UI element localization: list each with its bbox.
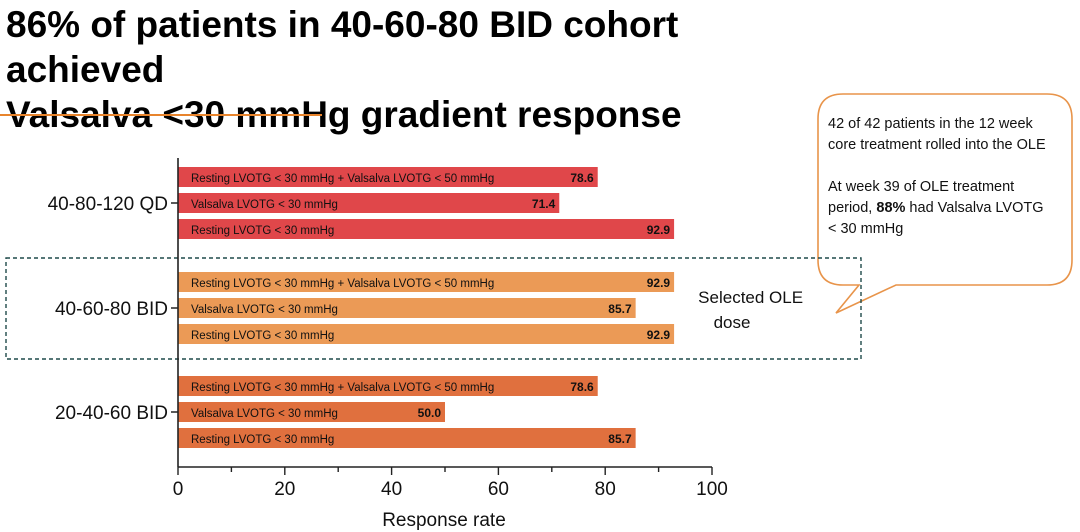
x-axis-title: Response rate <box>382 510 506 531</box>
title-underline <box>0 114 322 116</box>
bar-label: Resting LVOTG < 30 mmHg <box>191 330 334 342</box>
bar-value-label: 50.0 <box>418 406 442 420</box>
axes: 40-80-120 QD 40-60-80 BID 20-40-60 BID 0 20 4… <box>48 158 728 500</box>
bars-layer: Resting LVOTG < 30 mmHg + Valsalva LVOTG… <box>178 167 675 448</box>
bar <box>178 219 675 239</box>
bar-value-label: 78.6 <box>570 171 594 185</box>
bar-value-label: 85.7 <box>608 432 632 446</box>
bar <box>178 402 445 422</box>
selected-dose-label-line-1: Selected OLE <box>698 288 803 307</box>
cohort-label: 20-40-60 BID <box>55 403 168 424</box>
x-tick-label: 0 <box>173 479 184 500</box>
bar-label: Resting LVOTG < 30 mmHg + Valsalva LVOTG… <box>191 278 494 290</box>
bar-value-label: 85.7 <box>608 302 632 316</box>
callout-highlight-percent: 88% <box>876 200 906 216</box>
x-tick-label: 20 <box>274 479 295 500</box>
selected-dose-label: Selected OLE dose <box>698 288 808 332</box>
callout-text: 42 of 42 patients in the 12 week core tr… <box>828 114 1050 240</box>
selected-dose-box <box>5 257 862 360</box>
bar <box>178 428 636 448</box>
bar-value-label: 78.6 <box>570 380 594 394</box>
bar-label: Resting LVOTG < 30 mmHg <box>191 434 334 446</box>
cohort-label: 40-80-120 QD <box>48 194 168 215</box>
bar-value-label: 92.9 <box>647 223 671 237</box>
x-tick-label: 60 <box>488 479 509 500</box>
bar-label: Resting LVOTG < 30 mmHg + Valsalva LVOTG… <box>191 173 494 185</box>
selected-dose-label-line-2: dose <box>714 313 751 332</box>
bar-label: Resting LVOTG < 30 mmHg <box>191 225 334 237</box>
bar <box>178 324 675 344</box>
bar-value-label: 92.9 <box>647 276 671 290</box>
bar-label: Valsalva LVOTG < 30 mmHg <box>191 199 338 211</box>
cohort-group: Resting LVOTG < 30 mmHg + Valsalva LVOTG… <box>178 376 636 448</box>
callout-bubble <box>817 93 1073 314</box>
bar-label: Resting LVOTG < 30 mmHg + Valsalva LVOTG… <box>191 382 494 394</box>
callout-paragraph-1: 42 of 42 patients in the 12 week core tr… <box>828 116 1046 153</box>
bar <box>178 167 598 187</box>
bar-value-label: 71.4 <box>532 197 556 211</box>
bar <box>178 193 560 213</box>
bar-label: Valsalva LVOTG < 30 mmHg <box>191 304 338 316</box>
callout-text-after: had Valsalva LVOTG < 30 mmHg <box>828 200 1044 237</box>
cohort-group: Resting LVOTG < 30 mmHg + Valsalva LVOTG… <box>178 272 675 344</box>
cohort-group: Resting LVOTG < 30 mmHg + Valsalva LVOTG… <box>178 167 675 239</box>
bar-value-label: 92.9 <box>647 328 671 342</box>
bar <box>178 376 598 396</box>
bar <box>178 298 636 318</box>
cohort-label: 40-60-80 BID <box>55 299 168 320</box>
bar-label: Valsalva LVOTG < 30 mmHg <box>191 408 338 420</box>
x-tick-label: 100 <box>696 479 728 500</box>
callout-text-before: At week 39 of OLE treatment period, <box>828 179 1015 216</box>
x-tick-label: 80 <box>595 479 616 500</box>
title-line-1: 86% of patients in 40-60-80 BID cohort a… <box>6 4 679 90</box>
bar <box>178 272 675 292</box>
callout-paragraph-2: At week 39 of OLE treatment period, 88% … <box>828 177 1050 240</box>
x-tick-label: 40 <box>381 479 402 500</box>
